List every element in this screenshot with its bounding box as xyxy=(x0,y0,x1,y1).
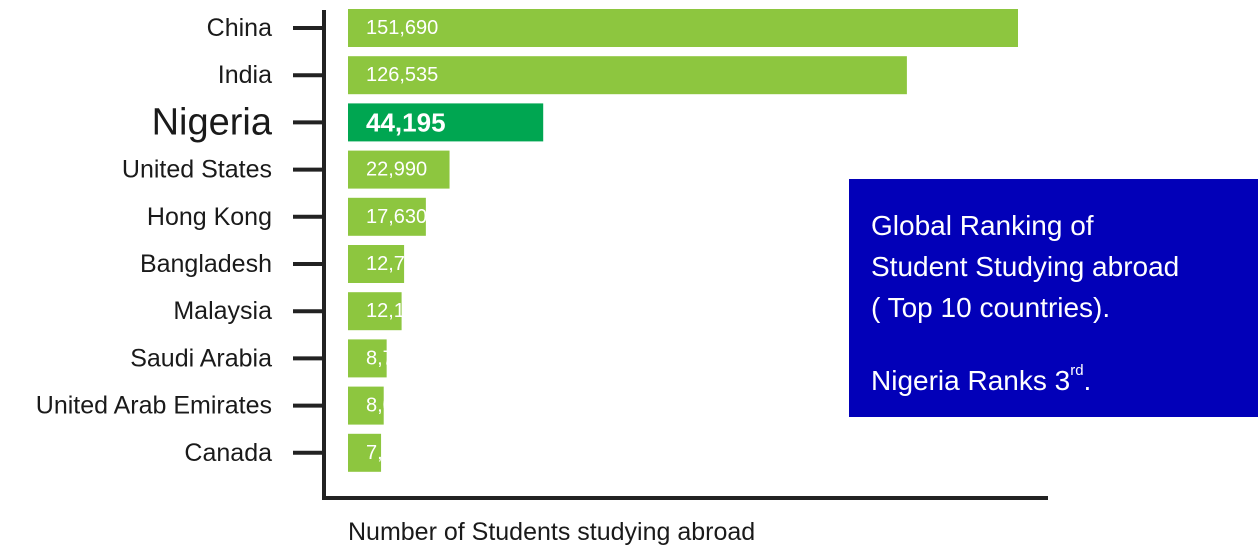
bar-bangladesh xyxy=(348,245,405,283)
bar-hong-kong xyxy=(348,197,426,236)
bars-group xyxy=(348,9,1018,472)
category-labels-group: China India Nigeria United States Hong Kong B… xyxy=(36,14,273,467)
callout-rank-end: . xyxy=(1083,365,1092,396)
bar-united-states xyxy=(348,150,450,189)
callout-rank-text: Nigeria Ranks 3 xyxy=(871,365,1071,396)
callout-spacer xyxy=(871,328,1244,360)
category-label-canada: Canada xyxy=(184,439,272,467)
callout-rank-line: Nigeria Ranks 3rd. xyxy=(871,360,1244,401)
callout-line-2: Student Studying abroad xyxy=(871,251,1180,282)
value-label-nigeria: 44,195 xyxy=(366,107,446,137)
category-label-united-states: United States xyxy=(122,156,272,184)
bar-united-arab-emirates xyxy=(348,386,384,425)
bar-canada xyxy=(348,433,382,472)
category-label-china: China xyxy=(207,14,272,42)
bar-malaysia xyxy=(348,292,402,331)
callout-line-3: ( Top 10 countries). xyxy=(871,292,1111,323)
ranking-callout-box: Global Ranking of Student Studying abroa… xyxy=(849,179,1258,417)
value-label-malaysia: 12,135 xyxy=(366,300,427,322)
value-label-hong-kong: 17,630 xyxy=(366,206,427,228)
value-label-india: 126,535 xyxy=(366,64,438,86)
value-label-united-states: 22,990 xyxy=(366,159,427,181)
category-label-hong-kong: Hong Kong xyxy=(147,203,272,231)
bar-china xyxy=(348,9,1018,47)
value-label-saudi-arabia: 8,750 xyxy=(366,347,416,369)
value-labels-group: 151,690 126,535 44,195 22,990 17,630 12,700 12… xyxy=(366,17,446,464)
category-label-saudi-arabia: Saudi Arabia xyxy=(130,344,272,372)
bar-india xyxy=(348,56,907,95)
category-label-india: India xyxy=(218,61,272,89)
value-label-bangladesh: 12,700 xyxy=(366,253,427,275)
value-label-united-arab-emirates: 8,085 xyxy=(366,395,416,417)
x-axis-label: Number of Students studying abroad xyxy=(348,518,755,546)
value-label-canada: 7,485 xyxy=(366,442,416,464)
ticks-group xyxy=(293,26,324,455)
category-label-malaysia: Malaysia xyxy=(173,297,272,325)
value-label-china: 151,690 xyxy=(366,17,438,39)
bar-saudi-arabia xyxy=(348,339,387,378)
category-label-bangladesh: Bangladesh xyxy=(140,250,272,278)
bar-nigeria xyxy=(348,103,544,142)
callout-rank-suffix: rd xyxy=(1070,362,1084,379)
category-label-nigeria: Nigeria xyxy=(152,101,273,143)
category-label-united-arab-emirates: United Arab Emirates xyxy=(36,392,272,420)
callout-line-1: Global Ranking of xyxy=(871,210,1094,241)
